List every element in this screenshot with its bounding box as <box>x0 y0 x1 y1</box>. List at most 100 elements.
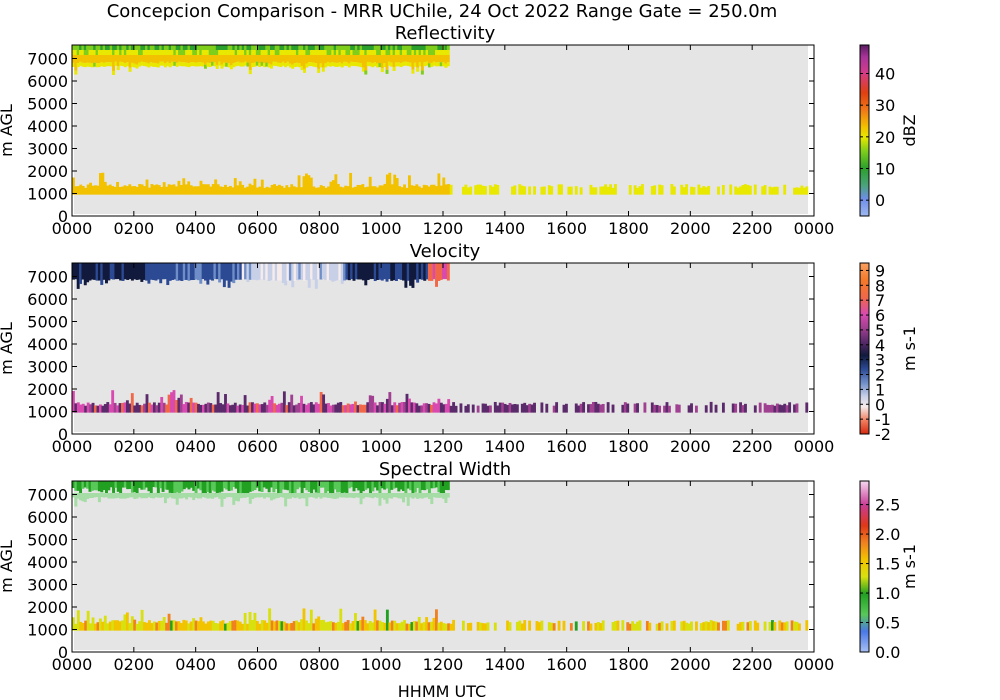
cell <box>741 405 745 413</box>
cell <box>265 493 269 498</box>
cell <box>155 622 159 631</box>
cell <box>587 404 590 413</box>
cell <box>121 45 125 50</box>
cell <box>135 186 139 195</box>
cell <box>352 62 356 67</box>
cell <box>300 481 304 494</box>
cell <box>340 481 344 495</box>
cell <box>368 176 372 195</box>
cell <box>76 186 80 195</box>
cell <box>675 404 679 413</box>
cell <box>442 263 446 280</box>
cell <box>108 404 112 413</box>
cell <box>638 620 642 631</box>
cell <box>775 186 779 195</box>
cell <box>152 50 156 55</box>
cell <box>589 623 593 631</box>
x-tick-label: 2000 <box>670 655 711 674</box>
cell <box>486 622 490 631</box>
cell <box>229 50 233 55</box>
cell <box>704 187 708 195</box>
cell <box>589 184 593 195</box>
cell <box>274 493 278 499</box>
cell <box>324 50 328 55</box>
cell <box>508 622 512 631</box>
cell <box>192 493 196 501</box>
cell <box>547 185 551 195</box>
cell <box>352 263 356 281</box>
x-tick-label: 0000 <box>52 219 93 238</box>
cell <box>432 481 436 489</box>
cell <box>143 186 146 195</box>
cell <box>185 50 189 55</box>
cell <box>246 481 250 494</box>
cell <box>90 481 94 491</box>
cell <box>376 493 380 498</box>
cell <box>166 263 170 286</box>
cell <box>182 493 186 498</box>
cell <box>130 393 134 413</box>
cell <box>149 45 153 50</box>
cell <box>381 402 384 413</box>
cell <box>133 63 137 68</box>
colorbar-label: m s-1 <box>900 544 919 589</box>
cell <box>220 50 224 55</box>
cell <box>168 481 172 493</box>
cell <box>364 45 368 50</box>
cell <box>218 263 222 283</box>
cell <box>101 172 105 195</box>
cell <box>130 493 134 498</box>
y-tick-label: 5000 <box>27 531 68 550</box>
cell <box>321 67 325 72</box>
x-tick-label: 1400 <box>484 655 525 674</box>
cell <box>175 621 178 631</box>
cell <box>312 45 316 50</box>
cell <box>378 263 382 280</box>
cell <box>95 55 99 64</box>
cell <box>369 45 372 50</box>
cell <box>501 402 505 413</box>
cell <box>439 55 443 63</box>
cell <box>327 621 330 631</box>
cell <box>178 50 182 55</box>
cell <box>340 263 344 284</box>
x-tick-label: 0800 <box>299 437 340 456</box>
cell <box>171 493 174 499</box>
cell <box>272 61 276 66</box>
cell <box>341 405 345 413</box>
cell <box>373 186 377 195</box>
cell <box>437 45 441 50</box>
cell <box>100 481 104 493</box>
cell <box>98 618 102 631</box>
colorbar-label: m s-1 <box>900 326 919 371</box>
cell <box>84 620 88 631</box>
cell <box>717 186 720 195</box>
cell <box>331 45 335 50</box>
cell <box>262 63 266 68</box>
cell <box>305 404 308 413</box>
cell <box>262 55 266 64</box>
cell <box>395 405 399 413</box>
cell <box>237 45 240 50</box>
cell <box>506 620 509 631</box>
cell <box>234 50 238 55</box>
cell <box>201 62 205 67</box>
cell <box>350 45 354 50</box>
cell <box>76 481 80 491</box>
cell <box>237 55 240 62</box>
cell <box>105 493 108 498</box>
cell <box>712 621 716 631</box>
cell <box>270 55 273 65</box>
cell <box>665 623 669 631</box>
cell <box>258 493 262 498</box>
cell <box>663 405 666 413</box>
cell <box>130 50 134 55</box>
cell <box>435 263 438 287</box>
cell <box>173 61 177 66</box>
cell <box>390 45 394 50</box>
cell <box>430 263 434 281</box>
cell <box>444 481 448 491</box>
cell <box>444 63 448 68</box>
cell <box>213 62 217 67</box>
cell <box>189 55 193 63</box>
